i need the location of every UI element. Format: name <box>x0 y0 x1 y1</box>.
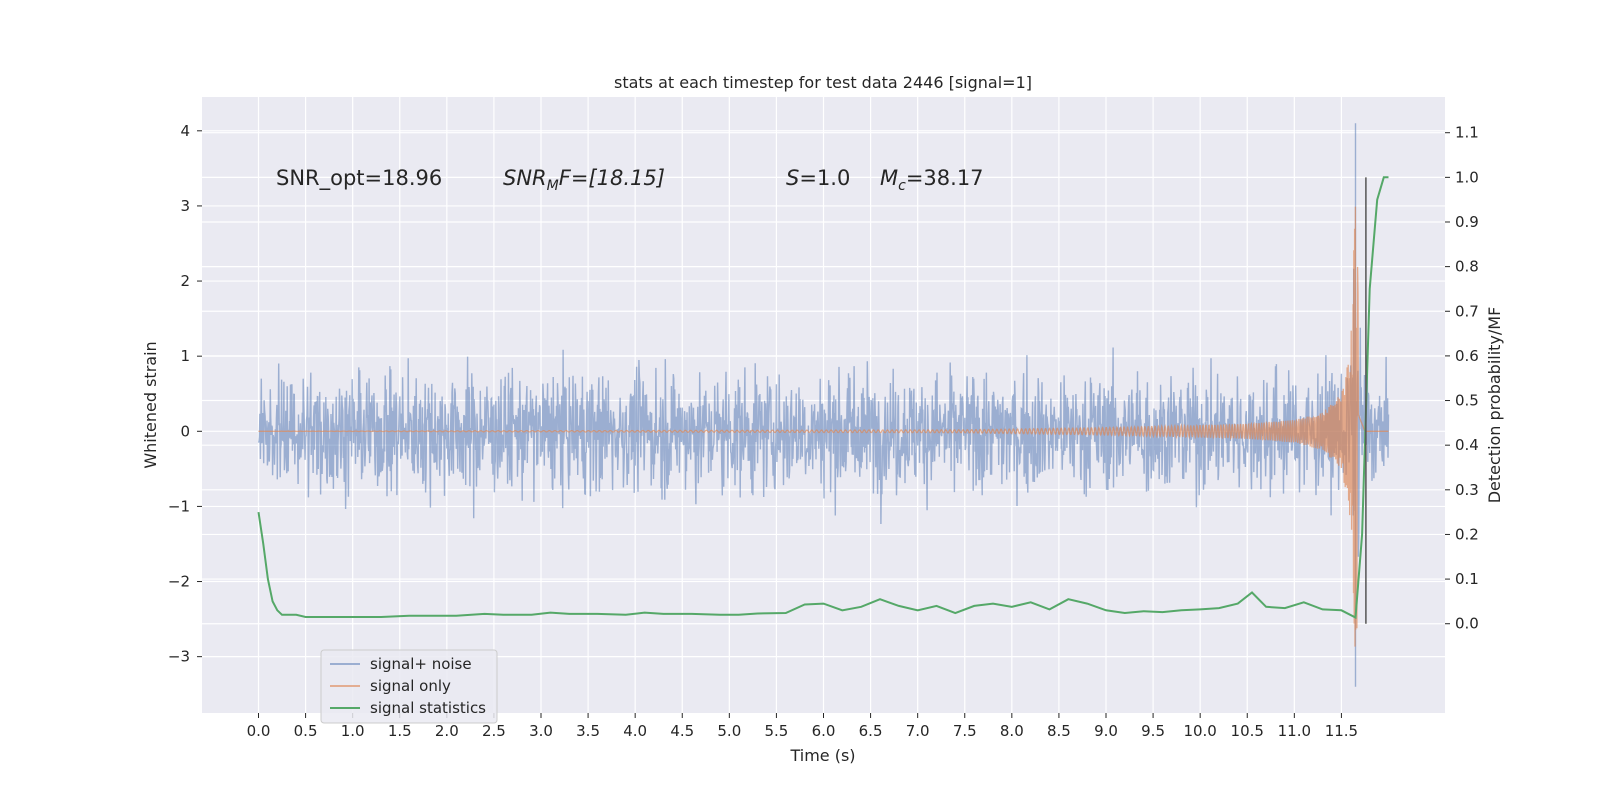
signal-statistics-line <box>257 176 1389 620</box>
x-tick-label: 2.5 <box>482 722 506 740</box>
y-tick-label-left: 3 <box>180 197 190 215</box>
annotation-s: S=1.0 <box>786 166 850 190</box>
annotation-mc-rest: =38.17 <box>906 166 984 190</box>
y-tick-label-right: 0.5 <box>1455 392 1479 410</box>
x-tick-label: 8.5 <box>1047 722 1071 740</box>
annotation-mc-main: M <box>880 166 898 190</box>
series-signal-statistics <box>257 176 1389 624</box>
y-tick-label-right: 0.4 <box>1455 436 1479 454</box>
x-tick-label: 4.0 <box>623 722 647 740</box>
annotation-mc: Mc=38.17 <box>880 166 984 194</box>
y-tick-label-right: 0.6 <box>1455 347 1479 365</box>
legend-box <box>320 649 498 724</box>
y-tick-label-right: 1.0 <box>1455 168 1479 186</box>
y-tick-label-right: 1.1 <box>1455 124 1479 142</box>
y-tick-label-right: 0.2 <box>1455 525 1479 543</box>
x-tick-label: 10.5 <box>1231 722 1264 740</box>
grid <box>202 97 1445 713</box>
y-axis-left-label: Whitened strain <box>141 341 160 468</box>
x-tick-label: 5.5 <box>764 722 788 740</box>
x-tick-label: 10.0 <box>1183 722 1216 740</box>
legend-label-signal-noise: signal+ noise <box>370 655 472 673</box>
y-tick-label-left: −1 <box>168 497 190 515</box>
annotation-snr-mf: SNRMF=[18.15] <box>503 166 665 194</box>
y-tick-label-right: 0.0 <box>1455 615 1479 633</box>
x-tick-label: 1.0 <box>341 722 365 740</box>
x-tick-label: 6.5 <box>859 722 883 740</box>
x-tick-label: 8.0 <box>1000 722 1024 740</box>
legend-label-signal-only: signal only <box>370 677 451 695</box>
x-tick-label: 4.5 <box>670 722 694 740</box>
y-tick-label-left: 2 <box>180 272 190 290</box>
annotation-mc-sub: c <box>898 178 906 194</box>
y-tick-label-left: −3 <box>168 648 190 666</box>
y-tick-label-right: 0.7 <box>1455 302 1479 320</box>
x-tick-label: 2.0 <box>435 722 459 740</box>
x-tick-label: 6.0 <box>812 722 836 740</box>
x-tick-label: 11.5 <box>1325 722 1358 740</box>
x-tick-label: 11.0 <box>1278 722 1311 740</box>
annotation-snr-mf-rest: F=[18.15] <box>559 166 665 190</box>
chart-title: stats at each timestep for test data 244… <box>614 73 1032 92</box>
y-axis-right-label: Detection probability/MF <box>1485 307 1504 504</box>
x-tick-label: 9.0 <box>1094 722 1118 740</box>
y-tick-label-left: 1 <box>180 347 190 365</box>
y-tick-label-right: 0.1 <box>1455 570 1479 588</box>
annotation-s-main: S <box>786 166 799 190</box>
x-tick-label: 3.0 <box>529 722 553 740</box>
annotation-s-rest: =1.0 <box>799 166 850 190</box>
axes: 0.0 0.5 1.0 1.5 2.0 2.5 3.0 3.5 4.0 4.5 5.0 5.5 6.0 6… <box>168 122 1479 740</box>
legend: signal+ noise signal only signal statist… <box>320 649 498 724</box>
annotation-snr-mf-sub: M <box>547 178 559 194</box>
y-tick-label-right: 0.3 <box>1455 481 1479 499</box>
y-tick-label-right: 0.9 <box>1455 213 1479 231</box>
x-tick-label: 7.0 <box>906 722 930 740</box>
annotation-snr-opt: SNR_opt=18.96 <box>276 166 442 191</box>
x-tick-label: 5.0 <box>717 722 741 740</box>
series-signal-only <box>258 206 1389 647</box>
y-tick-label-left: −2 <box>168 573 190 591</box>
x-tick-label: 1.5 <box>388 722 412 740</box>
x-tick-label: 3.5 <box>576 722 600 740</box>
x-axis-label: Time (s) <box>789 746 855 765</box>
x-tick-label: 0.5 <box>294 722 318 740</box>
y-tick-label-left: 0 <box>180 422 190 440</box>
annotation-snr-mf-main: SNR <box>503 166 547 190</box>
x-tick-label: 9.5 <box>1141 722 1165 740</box>
x-tick-label: 0.0 <box>247 722 271 740</box>
y-tick-label-left: 4 <box>180 122 190 140</box>
legend-label-signal-statistics: signal statistics <box>370 699 486 717</box>
x-tick-label: 7.5 <box>953 722 977 740</box>
y-tick-label-right: 0.8 <box>1455 258 1479 276</box>
signal-only-line <box>258 206 1389 647</box>
